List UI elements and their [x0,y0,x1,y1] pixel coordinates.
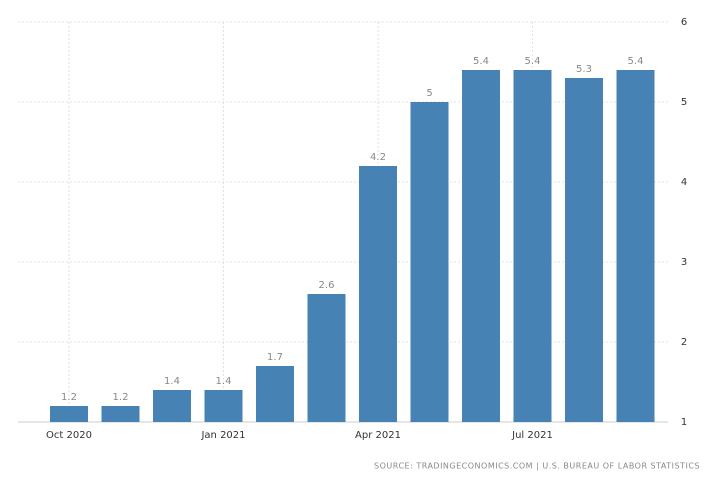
bar [101,406,140,422]
x-tick-label: Jul 2021 [511,430,553,441]
data-label: 5.3 [576,64,592,75]
data-label: 1.4 [164,376,180,387]
bar [153,390,191,422]
data-label: 5.4 [628,56,644,67]
bar [307,294,346,422]
bar [565,78,603,422]
bar [513,70,552,422]
source-note: SOURCE: TRADINGECONOMICS.COM | U.S. BURE… [374,462,700,471]
data-label: 1.7 [267,352,283,363]
y-tick-label: 3 [681,257,687,268]
bar [50,406,88,422]
x-tick-label: Apr 2021 [355,430,401,441]
data-label: 5 [426,88,432,99]
y-tick-label: 4 [681,177,687,188]
bar [256,366,294,422]
data-label: 1.2 [113,392,129,403]
bar [359,166,397,422]
x-tick-label: Oct 2020 [46,430,92,441]
data-label: 2.6 [319,280,335,291]
data-label: 5.4 [525,56,541,67]
x-tick-label: Jan 2021 [200,430,245,441]
data-label: 4.2 [370,152,386,163]
bar [410,102,449,422]
y-tick-label: 2 [681,337,687,348]
bar [462,70,500,422]
y-tick-label: 1 [681,417,687,428]
data-label: 1.4 [216,376,232,387]
y-tick-label: 6 [681,17,687,28]
data-label: 1.2 [61,392,77,403]
y-tick-label: 5 [681,97,687,108]
bar [616,70,655,422]
bar [204,390,243,422]
data-label: 5.4 [473,56,489,67]
